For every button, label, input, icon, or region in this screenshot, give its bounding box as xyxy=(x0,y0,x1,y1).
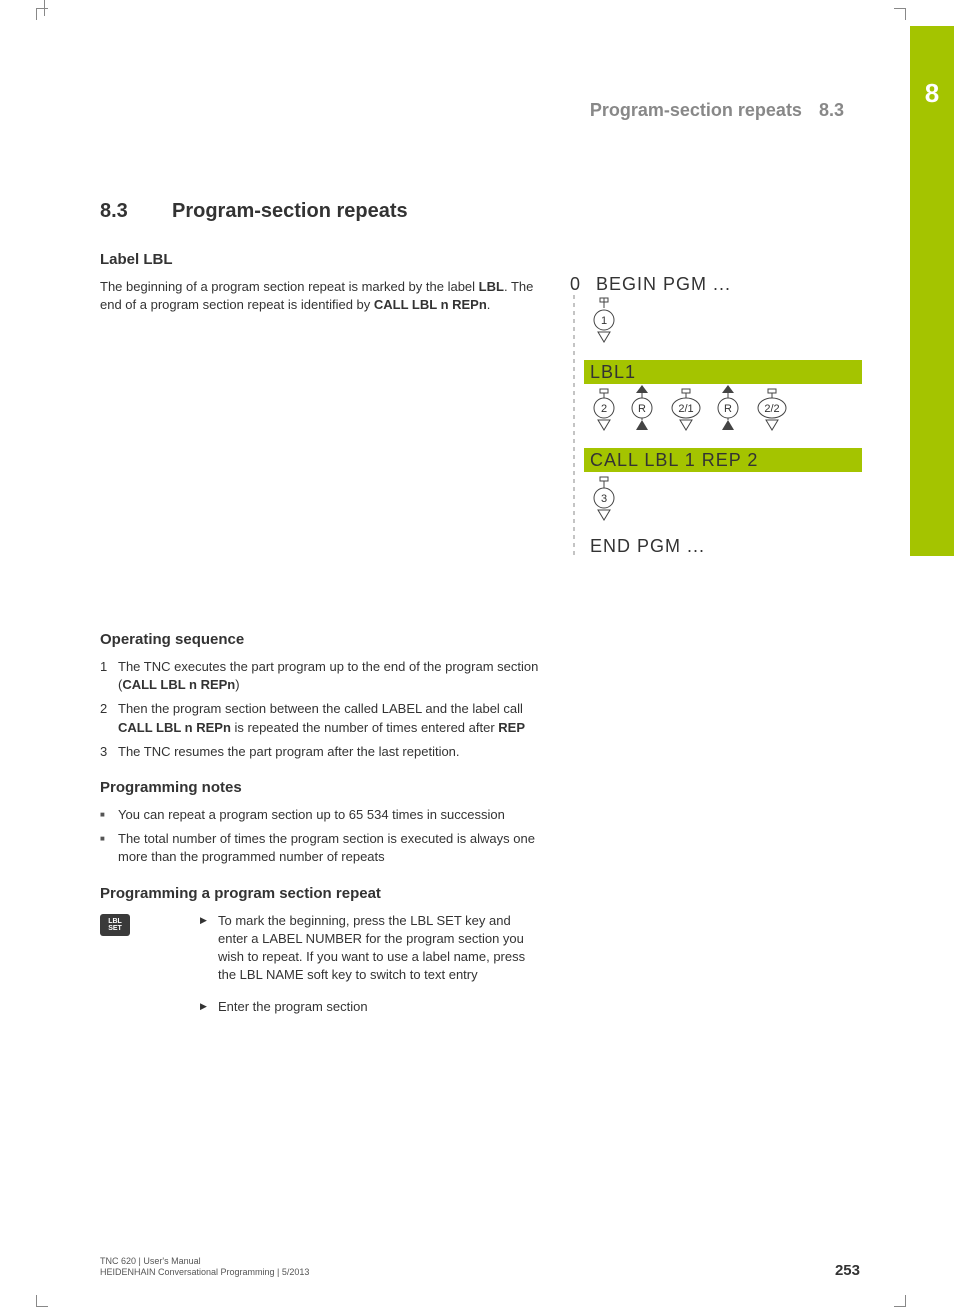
step-number: 3 xyxy=(100,743,118,761)
chapter-number: 8 xyxy=(910,78,954,109)
subhead-label-lbl: Label LBL xyxy=(100,251,540,268)
svg-text:1: 1 xyxy=(601,315,607,327)
lbl-set-key-icon: LBL SET xyxy=(100,914,130,936)
diagram-begin-n: 0 xyxy=(570,274,580,294)
programming-repeat-row: LBL SET To mark the beginning, press the… xyxy=(100,912,540,1031)
list-item: You can repeat a program section up to 6… xyxy=(100,806,540,824)
list-item: 3 The TNC resumes the part program after… xyxy=(100,743,540,761)
list-item: 1 The TNC executes the part program up t… xyxy=(100,658,540,694)
list-item: The total number of times the program se… xyxy=(100,830,540,866)
para-label-lbl: The beginning of a program section repea… xyxy=(100,278,540,313)
diagram-node-1: 1 xyxy=(594,298,614,342)
running-header: Program-section repeats 8.3 xyxy=(590,100,844,121)
step-text: The TNC resumes the part program after t… xyxy=(118,743,460,761)
key-text: LBL xyxy=(108,918,122,925)
programming-repeat-steps: To mark the beginning, press the LBL SET… xyxy=(200,912,540,1031)
list-item: To mark the beginning, press the LBL SET… xyxy=(200,912,540,985)
crop-mark xyxy=(44,0,45,16)
crop-mark xyxy=(36,8,48,20)
subhead-operating-sequence: Operating sequence xyxy=(100,631,540,648)
svg-text:R: R xyxy=(724,403,732,415)
list-item: Enter the program section xyxy=(200,998,540,1016)
diagram-node-r2: R xyxy=(718,385,738,430)
section-heading: 8.3 Program-section repeats xyxy=(100,200,540,223)
diagram-call: CALL LBL 1 REP 2 xyxy=(590,450,758,470)
operating-sequence-list: 1 The TNC executes the part program up t… xyxy=(100,658,540,761)
programming-notes-list: You can repeat a program section up to 6… xyxy=(100,806,540,867)
diagram-node-2: 2 xyxy=(594,389,614,430)
diagram-end: END PGM ... xyxy=(590,536,705,556)
diagram-svg: 0 BEGIN PGM ... 1 LBL1 2 R xyxy=(562,270,862,570)
footer-line: TNC 620 | User's Manual xyxy=(100,1256,309,1268)
subhead-programming-notes: Programming notes xyxy=(100,779,540,796)
section-number: 8.3 xyxy=(100,200,172,223)
diagram-node-3: 3 xyxy=(594,477,614,520)
svg-text:R: R xyxy=(638,403,646,415)
bullet-text: You can repeat a program section up to 6… xyxy=(118,806,505,824)
crop-mark xyxy=(36,1295,48,1307)
flow-diagram: 0 BEGIN PGM ... 1 LBL1 2 R xyxy=(562,270,862,570)
key-text: SET xyxy=(108,925,122,932)
step-text: The TNC executes the part program up to … xyxy=(118,658,540,694)
chapter-tab: 8 xyxy=(910,26,954,556)
svg-text:3: 3 xyxy=(601,493,607,505)
page-footer: TNC 620 | User's Manual HEIDENHAIN Conve… xyxy=(100,1256,860,1279)
page-number: 253 xyxy=(835,1262,860,1279)
bold: LBL xyxy=(479,279,504,294)
bullet-text: The total number of times the program se… xyxy=(118,830,540,866)
diagram-begin: BEGIN PGM ... xyxy=(596,274,731,294)
subhead-programming-repeat: Programming a program section repeat xyxy=(100,885,540,902)
diagram-lbl1: LBL1 xyxy=(590,362,636,382)
list-item: 2 Then the program section between the c… xyxy=(100,700,540,736)
crop-mark xyxy=(894,1295,906,1307)
text: . xyxy=(487,297,491,312)
step-text: Then the program section between the cal… xyxy=(118,700,540,736)
diagram-node-22: 2/2 xyxy=(758,389,786,430)
running-header-title: Program-section repeats xyxy=(590,100,802,120)
page-content: 8.3 Program-section repeats Label LBL Th… xyxy=(100,200,540,1031)
footer-left: TNC 620 | User's Manual HEIDENHAIN Conve… xyxy=(100,1256,309,1279)
running-header-num: 8.3 xyxy=(819,100,844,120)
step-text: To mark the beginning, press the LBL SET… xyxy=(218,912,540,985)
diagram-node-21: 2/1 xyxy=(672,389,700,430)
text: The beginning of a program section repea… xyxy=(100,279,479,294)
bold: CALL LBL n REPn xyxy=(374,297,487,312)
crop-mark xyxy=(894,8,906,20)
step-text: Enter the program section xyxy=(218,998,368,1016)
svg-text:2/2: 2/2 xyxy=(764,403,779,415)
step-number: 2 xyxy=(100,700,118,736)
svg-text:2: 2 xyxy=(601,403,607,415)
step-number: 1 xyxy=(100,658,118,694)
section-title: Program-section repeats xyxy=(172,200,408,223)
svg-text:2/1: 2/1 xyxy=(678,403,693,415)
diagram-node-r1: R xyxy=(632,385,652,430)
footer-line: HEIDENHAIN Conversational Programming | … xyxy=(100,1267,309,1279)
